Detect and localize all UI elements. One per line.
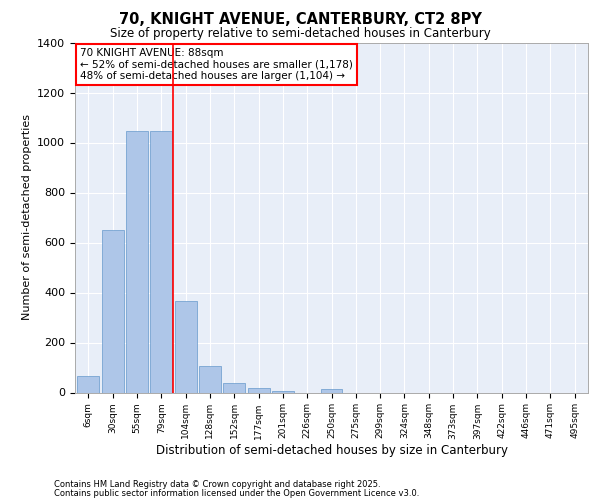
Bar	[320, 389, 343, 392]
Text: 70, KNIGHT AVENUE, CANTERBURY, CT2 8PY: 70, KNIGHT AVENUE, CANTERBURY, CT2 8PY	[119, 12, 481, 28]
Bar	[151, 132, 172, 392]
Y-axis label: Number of semi-detached properties: Number of semi-detached properties	[22, 114, 32, 320]
Bar	[126, 132, 148, 392]
Bar	[248, 388, 269, 392]
Bar	[175, 301, 197, 392]
X-axis label: Distribution of semi-detached houses by size in Canterbury: Distribution of semi-detached houses by …	[155, 444, 508, 457]
Bar	[223, 383, 245, 392]
Text: 70 KNIGHT AVENUE: 88sqm
← 52% of semi-detached houses are smaller (1,178)
48% of: 70 KNIGHT AVENUE: 88sqm ← 52% of semi-de…	[80, 48, 353, 81]
Text: Contains HM Land Registry data © Crown copyright and database right 2025.: Contains HM Land Registry data © Crown c…	[54, 480, 380, 489]
Bar	[272, 391, 294, 392]
Text: Contains public sector information licensed under the Open Government Licence v3: Contains public sector information licen…	[54, 489, 419, 498]
Bar	[102, 230, 124, 392]
Bar	[77, 376, 100, 392]
Bar	[199, 366, 221, 392]
Text: Size of property relative to semi-detached houses in Canterbury: Size of property relative to semi-detach…	[110, 28, 490, 40]
